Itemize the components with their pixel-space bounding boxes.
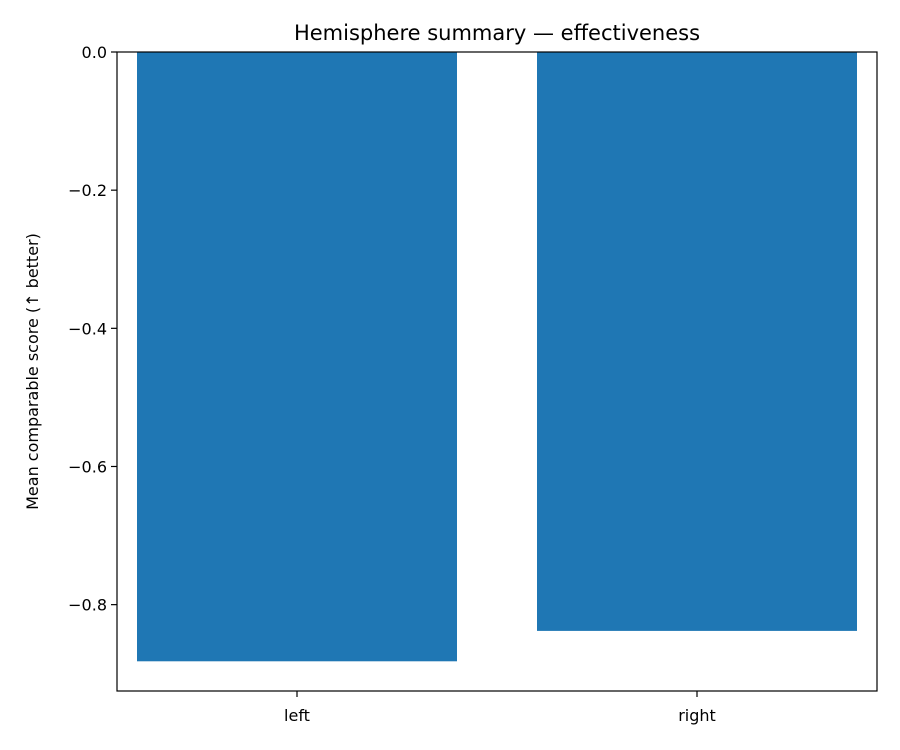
bar-left: [137, 52, 457, 662]
x-tick-label-left: left: [284, 706, 310, 725]
x-axis: left right: [284, 691, 716, 725]
y-axis: 0.0 −0.2 −0.4 −0.6 −0.8: [68, 43, 117, 615]
bars-layer: [137, 52, 857, 662]
y-tick-label: −0.4: [68, 319, 107, 338]
y-tick-label: −0.8: [68, 596, 107, 615]
y-tick-label: 0.0: [82, 43, 107, 62]
x-tick-label-right: right: [678, 706, 716, 725]
y-axis-label: Mean comparable score (↑ better): [23, 233, 42, 510]
y-tick-label: −0.6: [68, 457, 107, 476]
chart-title: Hemisphere summary — effectiveness: [294, 21, 700, 45]
plot-frame: [116, 51, 878, 692]
bar-right: [537, 52, 857, 631]
y-tick-label: −0.2: [68, 181, 107, 200]
